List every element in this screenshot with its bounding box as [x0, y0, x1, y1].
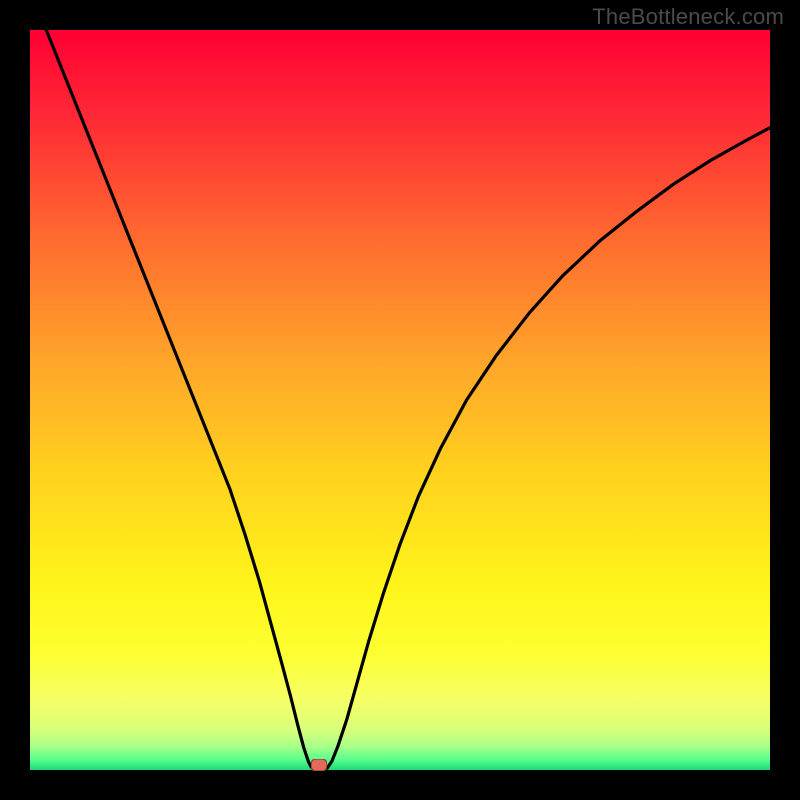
watermark-text: TheBottleneck.com: [592, 4, 784, 30]
curve-svg: [30, 30, 770, 770]
plot-area: [30, 30, 770, 770]
minimum-marker: [311, 759, 327, 771]
bottleneck-curve: [30, 30, 770, 769]
minimum-marker-shape: [311, 759, 327, 771]
chart-root: TheBottleneck.com: [0, 0, 800, 800]
